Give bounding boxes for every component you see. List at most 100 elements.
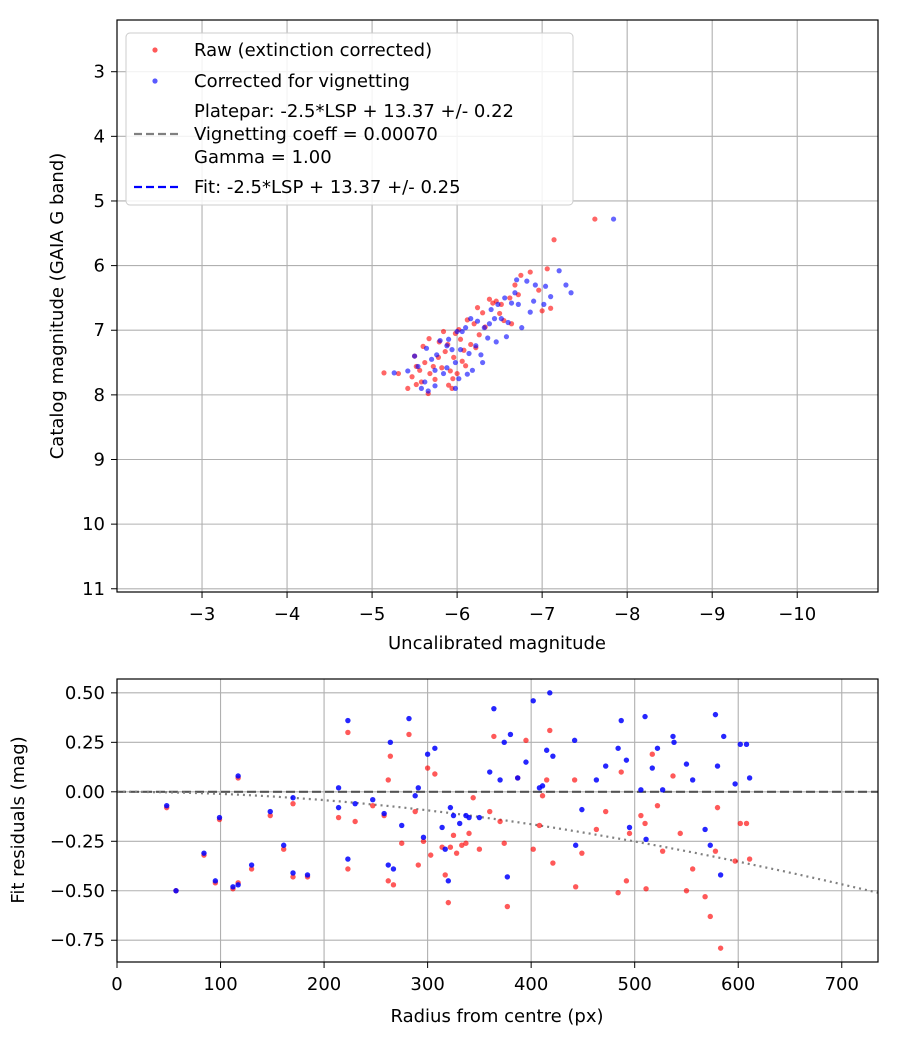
bottom-corrected-point [406, 715, 412, 722]
top-corrected-point [493, 339, 499, 345]
bottom-grid [116, 679, 878, 962]
top-raw-point [447, 368, 453, 374]
bottom-corrected-point [487, 769, 493, 775]
bottom-corrected-point [501, 739, 507, 746]
bottom-raw-point [390, 882, 397, 888]
top-corrected-point [486, 321, 493, 327]
bottom-x-tick-label: 100 [203, 974, 237, 995]
top-raw-point [518, 272, 524, 278]
bottom-axes-frame [116, 678, 879, 963]
top-raw-point [463, 363, 469, 369]
top-raw-point [450, 376, 456, 382]
bottom-vignetting-curve [117, 790, 879, 894]
bottom-raw-point [602, 808, 609, 815]
bottom-corrected-point [539, 783, 546, 789]
bottom-corrected-point [579, 806, 585, 813]
bottom-corrected-point [450, 812, 457, 819]
top-corrected-point [527, 309, 533, 315]
bottom-corrected-point [547, 690, 553, 696]
bottom-raw-point [501, 840, 507, 846]
bottom-raw-point [523, 737, 529, 744]
bottom-corrected-point [476, 814, 483, 821]
top-corrected-point [446, 336, 452, 342]
bottom-raw-point [345, 729, 351, 736]
top-corrected-point [422, 379, 428, 385]
top-corrected-point [444, 365, 450, 371]
bottom-corrected-point [732, 781, 738, 787]
bottom-corrected-point [491, 705, 497, 712]
top-corrected-point [502, 295, 508, 301]
top-raw-point [381, 370, 387, 376]
top-corrected-point [405, 368, 411, 374]
bottom-corrected-point [707, 842, 713, 848]
top-corrected-point [488, 306, 494, 313]
bottom-y-tick-label: 0.00 [65, 782, 105, 803]
bottom-raw-point [732, 858, 738, 864]
bottom-raw-point [420, 838, 427, 844]
top-raw-point [409, 374, 415, 380]
top-y-tick-label: 11 [82, 579, 105, 600]
top-corrected-point [391, 370, 397, 376]
top-corrected-point [508, 300, 515, 306]
bottom-raw-point [689, 866, 696, 872]
bottom-corrected-point [623, 757, 630, 763]
top-points [381, 216, 617, 397]
top-x-tick-label: −5 [359, 604, 386, 625]
bottom-y-tick-label: −0.50 [50, 881, 105, 902]
top-raw-point [536, 287, 542, 293]
bottom-corrected-point [737, 741, 743, 748]
bottom-corrected-point [618, 717, 624, 724]
top-corrected-point [454, 328, 460, 335]
bottom-corrected-point [543, 747, 550, 753]
bottom-raw-point [415, 862, 421, 868]
top-corrected-point [542, 283, 549, 289]
bottom-corrected-point [746, 775, 753, 781]
bottom-corrected-point [163, 802, 170, 809]
top-corrected-point [463, 325, 469, 331]
top-y-ticks: 3 4 5 6 7 8 9 10 11 [82, 62, 117, 600]
top-corrected-point [524, 278, 530, 284]
top-raw-point [440, 328, 447, 335]
bottom-raw-point [335, 814, 342, 821]
bottom-raw-point [466, 830, 472, 837]
top-corrected-point [480, 359, 486, 366]
bottom-corrected-point [602, 763, 609, 769]
legend-box [125, 32, 574, 206]
bottom-corrected-point [424, 751, 431, 757]
bottom-raw-point [453, 850, 460, 856]
bottom-raw-point [654, 802, 661, 809]
bottom-raw-point [290, 874, 296, 880]
bottom-raw-point [412, 808, 418, 815]
bottom-raw-point [470, 795, 476, 801]
top-corrected-point [415, 363, 421, 370]
bottom-y-tick-label: −0.75 [50, 930, 105, 951]
bottom-raw-point [707, 913, 713, 920]
top-corrected-point [449, 347, 455, 353]
bottom-x-tick-label: 0 [111, 974, 122, 995]
bottom-raw-point [572, 884, 579, 890]
bottom-corrected-point [212, 878, 219, 884]
bottom-raw-point [267, 812, 273, 819]
bottom-x-tick-label: 600 [721, 974, 755, 995]
top-raw-point [427, 370, 433, 377]
top-corrected-point [456, 376, 462, 382]
top-corrected-point [452, 359, 459, 366]
legend-label-corrected: Corrected for vignetting [194, 71, 410, 92]
bottom-corrected-point [230, 884, 236, 890]
bottom-raw-point [487, 808, 493, 815]
bottom-raw-point [459, 842, 465, 848]
bottom-x-ticks: 0 100 200 300 400 500 600 700 [111, 962, 859, 995]
bottom-corrected-point [523, 759, 529, 765]
bottom-corrected-point [721, 733, 727, 740]
top-corrected-point [429, 356, 435, 362]
bottom-raw-point [550, 860, 556, 866]
top-corrected-point [432, 383, 438, 389]
bottom-corrected-point [717, 872, 724, 878]
top-corrected-point [485, 335, 491, 341]
top-corrected-point [532, 282, 538, 288]
bottom-raw-point [290, 800, 296, 807]
top-raw-point [417, 367, 423, 373]
top-axes-frame [116, 19, 879, 593]
top-corrected-point [498, 316, 504, 322]
